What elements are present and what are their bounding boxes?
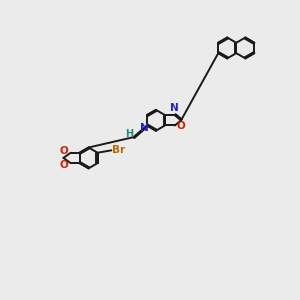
Text: Br: Br — [112, 145, 125, 155]
Text: O: O — [60, 146, 69, 156]
Text: N: N — [140, 123, 149, 133]
Text: H: H — [125, 129, 134, 139]
Text: N: N — [170, 103, 179, 113]
Text: O: O — [177, 122, 186, 131]
Text: O: O — [60, 160, 69, 170]
